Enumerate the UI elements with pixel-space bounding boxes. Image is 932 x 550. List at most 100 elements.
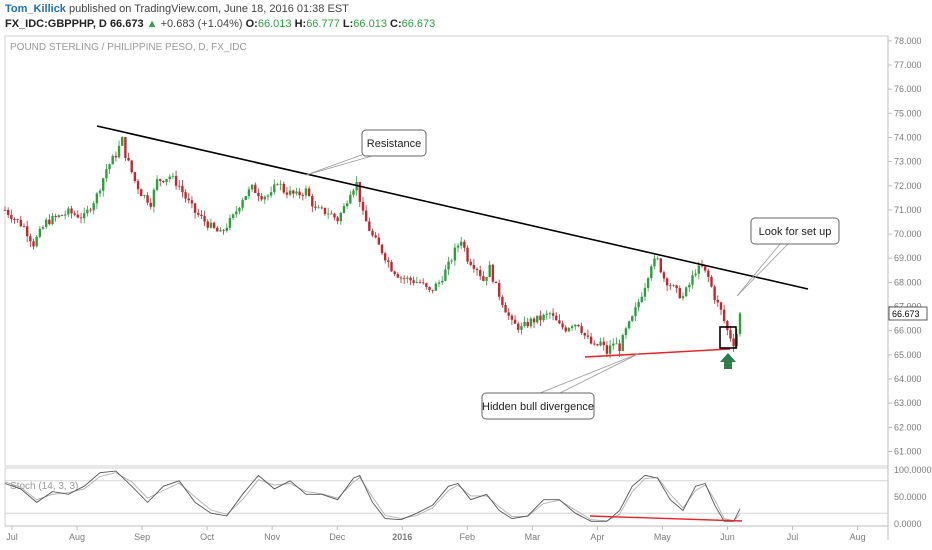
price-tick-label: 69.000 bbox=[894, 253, 922, 263]
candle-body bbox=[640, 296, 643, 302]
candle-body bbox=[13, 219, 16, 220]
high-label: H: bbox=[294, 18, 307, 30]
candle-body bbox=[345, 203, 349, 207]
setup-box[interactable] bbox=[719, 326, 737, 349]
candle-body bbox=[38, 228, 42, 237]
candle-body bbox=[634, 307, 637, 317]
candle-body bbox=[140, 189, 143, 197]
candle-body bbox=[599, 341, 602, 346]
candle-body bbox=[536, 315, 539, 323]
candle-body bbox=[314, 206, 317, 208]
candle-body bbox=[298, 191, 301, 196]
candle-body bbox=[155, 179, 159, 190]
author-link[interactable]: Tom_Killick bbox=[5, 3, 66, 15]
candle-body bbox=[570, 326, 574, 329]
candle-body bbox=[349, 194, 352, 204]
candle-body bbox=[174, 175, 178, 186]
price-tick-label: 66.000 bbox=[894, 326, 922, 336]
candle-body bbox=[358, 181, 362, 202]
candle-body bbox=[184, 192, 187, 199]
candle-body bbox=[114, 155, 118, 158]
time-tick-label: Nov bbox=[264, 532, 281, 542]
candle-body bbox=[209, 222, 213, 228]
candle-body bbox=[168, 176, 171, 179]
callout-look-for-setup[interactable]: Look for set up bbox=[736, 217, 840, 297]
last-price-tag-text: 66.673 bbox=[892, 309, 920, 319]
price-tick-label: 75.000 bbox=[894, 108, 922, 118]
candle-body bbox=[726, 321, 729, 331]
time-tick-label: May bbox=[654, 532, 672, 542]
candle-body bbox=[178, 185, 181, 187]
stoch-d-line bbox=[4, 472, 741, 522]
divergence-line-stoch[interactable] bbox=[589, 515, 743, 522]
candle-body bbox=[627, 321, 631, 329]
candle-body bbox=[44, 219, 48, 228]
candle-body bbox=[675, 285, 678, 289]
candle-body bbox=[402, 278, 406, 280]
candle-body bbox=[548, 313, 552, 315]
price-tick-label: 61.000 bbox=[894, 447, 922, 457]
price-tick-label: 78.000 bbox=[894, 36, 922, 46]
change-arrow-icon: ▲ bbox=[146, 18, 158, 30]
candle-body bbox=[498, 283, 501, 297]
candle-body bbox=[418, 281, 422, 283]
price-tick-label: 63.000 bbox=[894, 398, 922, 408]
candle-body bbox=[450, 260, 453, 262]
candle-body bbox=[216, 227, 219, 232]
candle-body bbox=[551, 313, 555, 316]
candle-body bbox=[583, 332, 586, 336]
callout-divergence-text: Hidden bull divergence bbox=[482, 401, 594, 413]
candle-body bbox=[643, 287, 647, 297]
candle-body bbox=[51, 216, 54, 225]
candle-body bbox=[507, 312, 510, 316]
candle-body bbox=[710, 276, 713, 287]
divergence-line-price[interactable] bbox=[584, 348, 731, 358]
candle-body bbox=[602, 341, 605, 346]
candle-body bbox=[117, 145, 121, 158]
candle-body bbox=[32, 241, 35, 247]
candle-body bbox=[688, 284, 691, 288]
stoch-tick-label: 0.0000 bbox=[894, 519, 922, 529]
last-price-tag bbox=[888, 306, 928, 321]
candle-body bbox=[16, 219, 19, 220]
candle-body bbox=[377, 237, 381, 245]
candle-body bbox=[669, 285, 672, 287]
candle-body bbox=[653, 258, 656, 267]
time-tick-label: Sep bbox=[134, 532, 150, 542]
open-label: O: bbox=[245, 18, 258, 30]
candle-body bbox=[390, 261, 393, 272]
candle-body bbox=[421, 282, 425, 284]
candle-body bbox=[523, 321, 526, 327]
candle-body bbox=[212, 222, 216, 228]
stoch-pane-frame bbox=[4, 467, 889, 527]
published-text: published on TradingView.com, June 18, 2… bbox=[65, 3, 349, 15]
candle-body bbox=[428, 286, 431, 290]
candle-body bbox=[292, 190, 295, 194]
candle-body bbox=[263, 196, 266, 200]
close-label: C: bbox=[390, 18, 402, 30]
candle-body bbox=[383, 253, 387, 261]
candle-body bbox=[260, 196, 263, 200]
resistance-trendline[interactable] bbox=[96, 125, 809, 290]
callout-hidden-bull-divergence[interactable]: Hidden bull divergence bbox=[481, 352, 641, 420]
candle-body bbox=[434, 283, 438, 291]
price-tick-label: 74.000 bbox=[894, 132, 922, 142]
up-arrow-icon[interactable] bbox=[720, 353, 736, 369]
candle-body bbox=[361, 201, 365, 211]
candle-body bbox=[254, 184, 257, 193]
callout-resistance[interactable]: Resistance bbox=[305, 129, 427, 176]
candle-body bbox=[193, 203, 197, 213]
candle-body bbox=[485, 277, 488, 281]
candle-body bbox=[276, 184, 279, 186]
candle-body bbox=[41, 227, 45, 229]
candle-body bbox=[472, 264, 476, 269]
candle-body bbox=[479, 270, 482, 277]
candle-body bbox=[624, 328, 628, 336]
candle-body bbox=[662, 272, 666, 279]
high-value: 66.777 bbox=[306, 18, 340, 30]
candle-body bbox=[73, 213, 76, 215]
candle-body bbox=[440, 280, 444, 283]
symbol-name[interactable]: FX_IDC:GBPPHP, D bbox=[5, 18, 107, 30]
last-price: 66.673 bbox=[109, 18, 144, 30]
